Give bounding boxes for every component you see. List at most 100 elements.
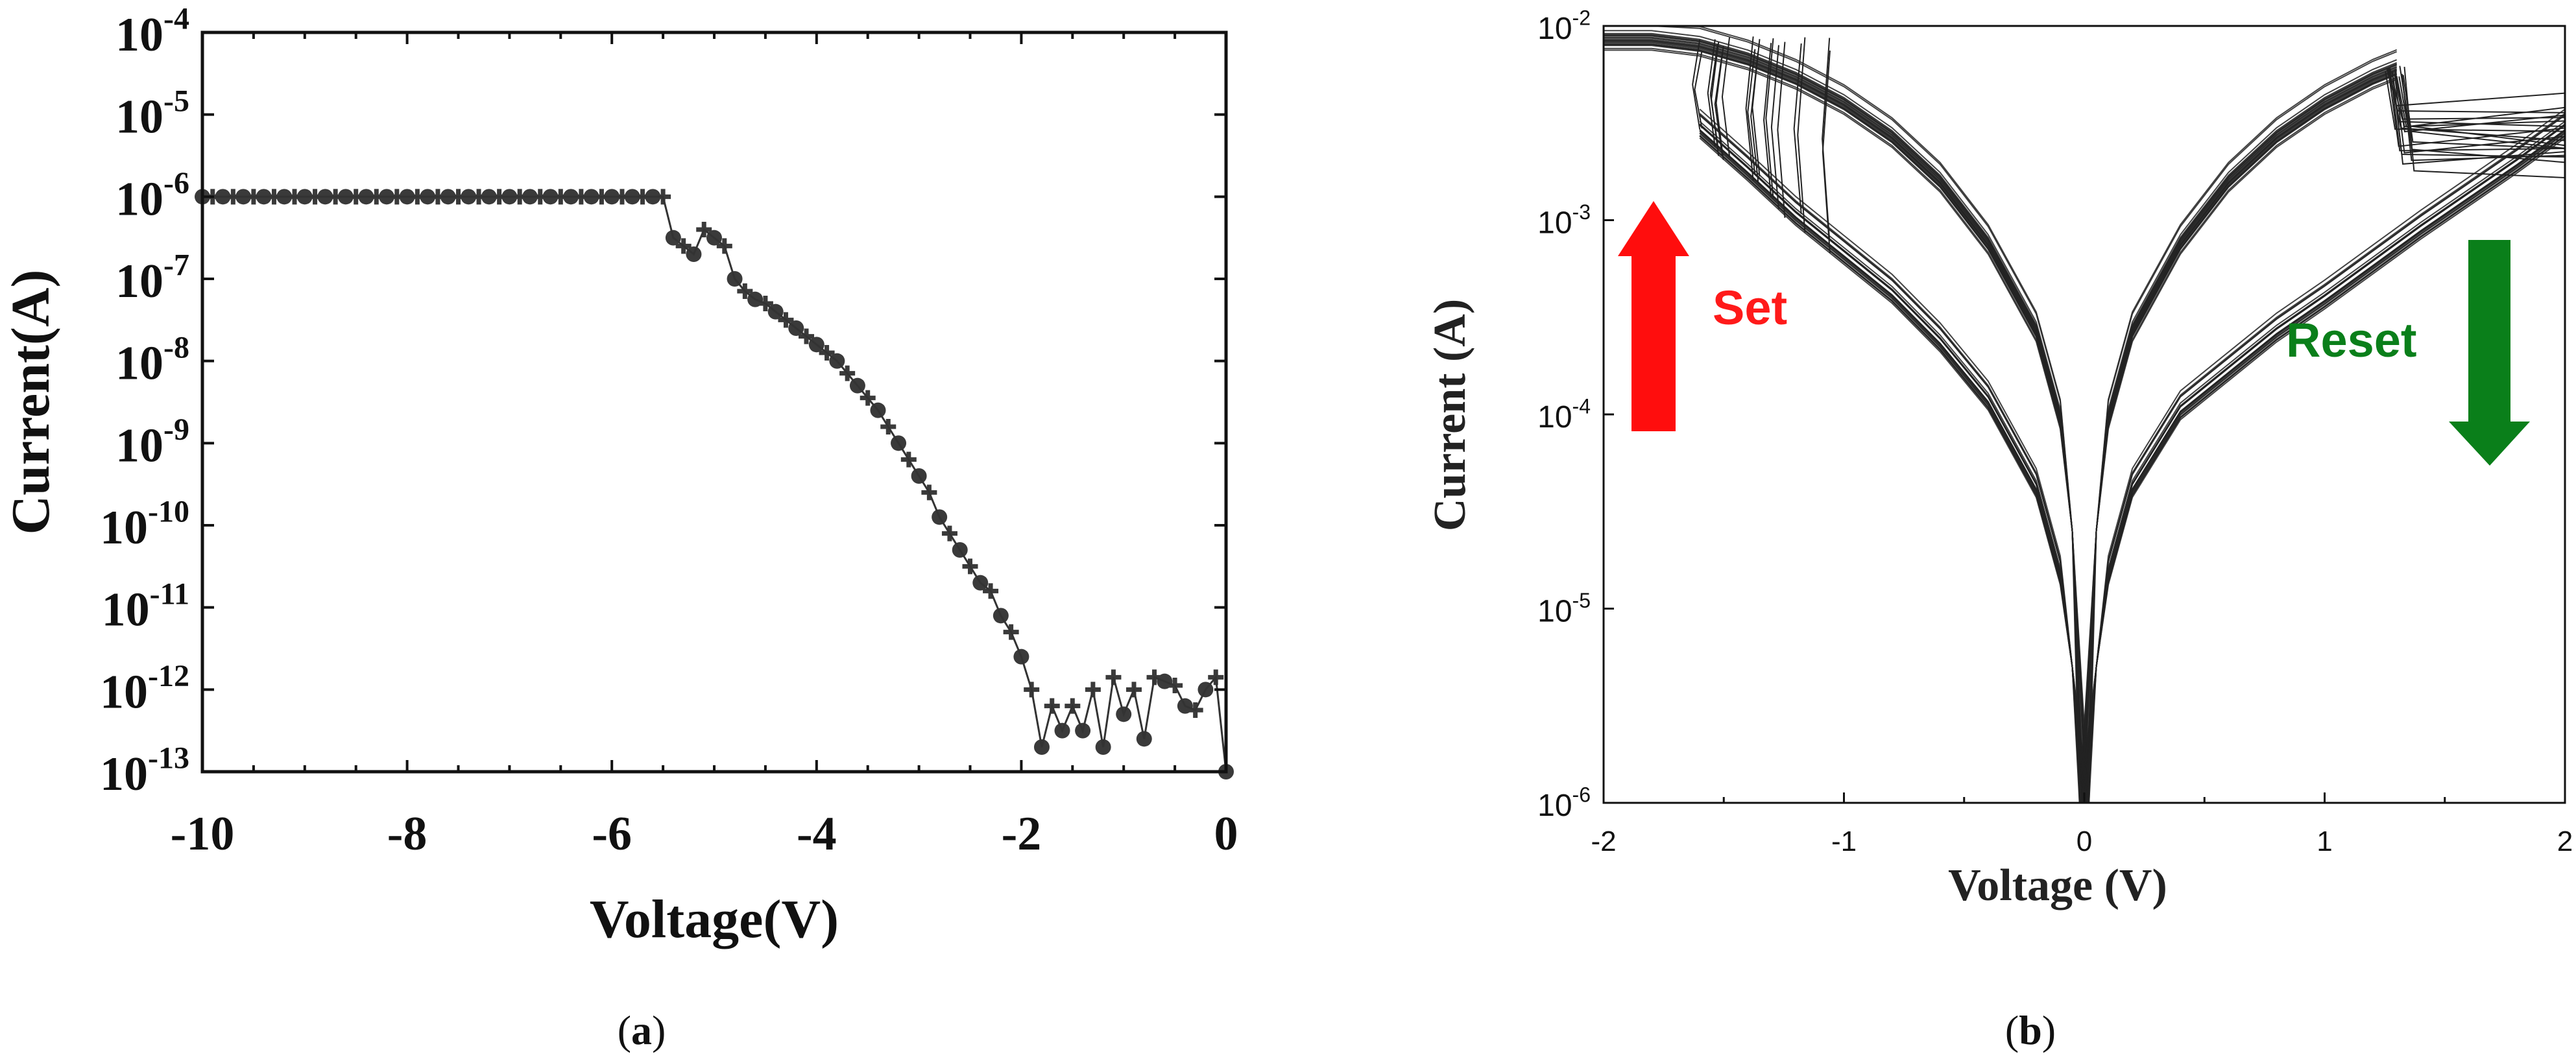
chart-b-set-jump [1763, 43, 1772, 198]
chart-a-ytick-label-exp: -13 [148, 741, 189, 776]
chart-b-ytick-label: 10-6 [1537, 783, 1591, 823]
chart-a-series-line [202, 195, 1227, 772]
chart-b-curves [1604, 25, 2566, 803]
chart-b-xtick-label: -1 [1831, 826, 1857, 857]
chart-a-ticks [201, 31, 1227, 773]
chart-a-ytick-label-base: 10 [102, 584, 150, 637]
chart-b-reset-noise [2388, 75, 2566, 147]
chart-b-set-jump [1745, 36, 1754, 181]
chart-b-xtick-label: 1 [2317, 826, 2332, 857]
caption-a: (a) [618, 1007, 666, 1053]
chart-b-set-jump [1751, 39, 1761, 176]
set-arrow-icon [1618, 201, 1689, 431]
chart-a-ytick-label: 10-6 [115, 166, 189, 226]
chart-a-ytick-label-base: 10 [115, 173, 163, 226]
chart-a-ytick-label: 10-11 [102, 577, 189, 636]
chart-b-series-line [1699, 114, 2566, 803]
chart-b-ylabel: Current (A) [1425, 299, 1475, 531]
chart-b-set-jump [1797, 37, 1806, 233]
chart-b-set-jump [1747, 49, 1756, 175]
chart-a-ytick-label-exp: -9 [163, 412, 189, 447]
chart-b-ticks [1602, 25, 2566, 804]
chart-a-ytick-label-exp: -10 [148, 495, 189, 529]
chart-b-ytick-label-exp: -6 [1572, 783, 1591, 806]
chart-a-ytick-label-base: 10 [115, 337, 163, 390]
chart-a-xtick-label: -8 [387, 807, 427, 861]
chart-b-xtick-label: 0 [2076, 826, 2092, 857]
chart-a-ytick-label: 10-10 [100, 495, 189, 554]
chart-a-ytick-label: 10-8 [115, 330, 189, 390]
chart-b-set-jump [1765, 38, 1774, 198]
chart-b-reset-noise [2387, 67, 2566, 113]
chart-b-ytick-label-base: 10 [1537, 595, 1572, 629]
chart-b-reset-noise [2402, 75, 2566, 150]
chart-a-ytick-label-base: 10 [100, 748, 148, 801]
chart-a-ytick-label-base: 10 [115, 91, 163, 144]
caption-a-close: ) [652, 1007, 666, 1053]
chart-a-ytick-label-base: 10 [115, 255, 163, 308]
chart-b-series-line [1699, 114, 2566, 803]
chart-b-ytick-label-base: 10 [1537, 789, 1572, 823]
set-label: Set [1713, 281, 1787, 335]
chart-b-set-jump [1793, 43, 1802, 214]
caption-b-open: ( [2005, 1007, 2019, 1053]
chart-b-ytick-label: 10-5 [1537, 589, 1591, 629]
chart-b-set-jump [1777, 42, 1786, 218]
reset-label: Reset [2286, 313, 2417, 367]
caption-b-close: ) [2042, 1007, 2056, 1053]
chart-a-line [202, 195, 1227, 772]
chart-a-xtick-label: -10 [171, 807, 235, 861]
chart-b-ytick-label: 10-4 [1537, 394, 1591, 434]
reset-annotation: Reset [2286, 240, 2530, 466]
chart-b-set-jump [1770, 45, 1779, 209]
chart-b-ytick-label-base: 10 [1537, 206, 1572, 241]
chart-b-set-jump [1721, 37, 1731, 156]
chart-b-ytick-label-base: 10 [1537, 400, 1572, 434]
caption-b: (b) [2005, 1007, 2056, 1053]
chart-b-reset-noise [2385, 71, 2566, 132]
chart-b-set-jump [1707, 39, 1716, 147]
chart-a-xtick-label: -6 [592, 807, 632, 861]
reset-arrow-icon [2449, 240, 2530, 466]
chart-b-series-line [1699, 108, 2566, 803]
chart-a-ytick-label-exp: -8 [163, 330, 189, 364]
chart-b-reset-noise [2394, 73, 2566, 128]
chart-b-series-line [1699, 124, 2566, 803]
set-annotation: Set [1618, 201, 1787, 431]
chart-a-ytick-label-exp: -11 [150, 577, 189, 611]
chart-a-ytick-label-exp: -6 [163, 166, 189, 200]
chart-a-ytick-label-base: 10 [115, 8, 163, 62]
chart-a-xlabel: Voltage(V) [590, 889, 839, 949]
chart-a-xtick-labels: -10 -8 -6 -4 -2 0 [171, 807, 1238, 861]
chart-b-xtick-label: 2 [2557, 826, 2573, 857]
chart-b-ytick-label-exp: -2 [1572, 6, 1591, 29]
chart-a-ytick-label: 10-12 [100, 659, 189, 719]
caption-b-letter: b [2019, 1007, 2042, 1053]
chart-a-points [195, 189, 1234, 779]
chart-a-plot-frame [200, 30, 1228, 774]
chart-b-reset-noise [2403, 66, 2566, 179]
chart-b-series-line [1604, 32, 2398, 803]
chart-b-reset-noise [2390, 81, 2566, 141]
chart-a-ytick-label-base: 10 [100, 665, 148, 719]
chart-a-ytick-label-base: 10 [100, 501, 148, 554]
chart-b-ytick-label: 10-3 [1537, 200, 1591, 241]
caption-a-letter: a [631, 1007, 652, 1053]
chart-a-ytick-label: 10-13 [100, 741, 189, 801]
chart-b-xtick-label: -2 [1591, 826, 1616, 857]
chart-a-ytick-labels: 10-410-510-610-710-810-910-1010-1110-121… [100, 2, 189, 801]
chart-b-xlabel: Voltage (V) [1948, 861, 2167, 910]
chart-b-xtick-labels: -2 -1 0 1 2 [1591, 826, 2573, 857]
chart-b-reset-noise [2386, 69, 2566, 106]
chart-b-reset-noise [2394, 75, 2566, 154]
chart-a: 10-410-510-610-710-810-910-1010-1110-121… [1, 2, 1238, 949]
caption-a-open: ( [618, 1007, 631, 1053]
chart-b-reset-noise [2391, 71, 2566, 158]
chart-b-set-jump [1692, 39, 1701, 130]
chart-b-set-jump [1694, 51, 1703, 129]
chart-a-ytick-label: 10-7 [115, 248, 189, 308]
chart-b-set-jump [1711, 42, 1720, 156]
chart-b-ytick-label-base: 10 [1537, 12, 1572, 46]
chart-a-ytick-label-exp: -5 [163, 84, 189, 118]
